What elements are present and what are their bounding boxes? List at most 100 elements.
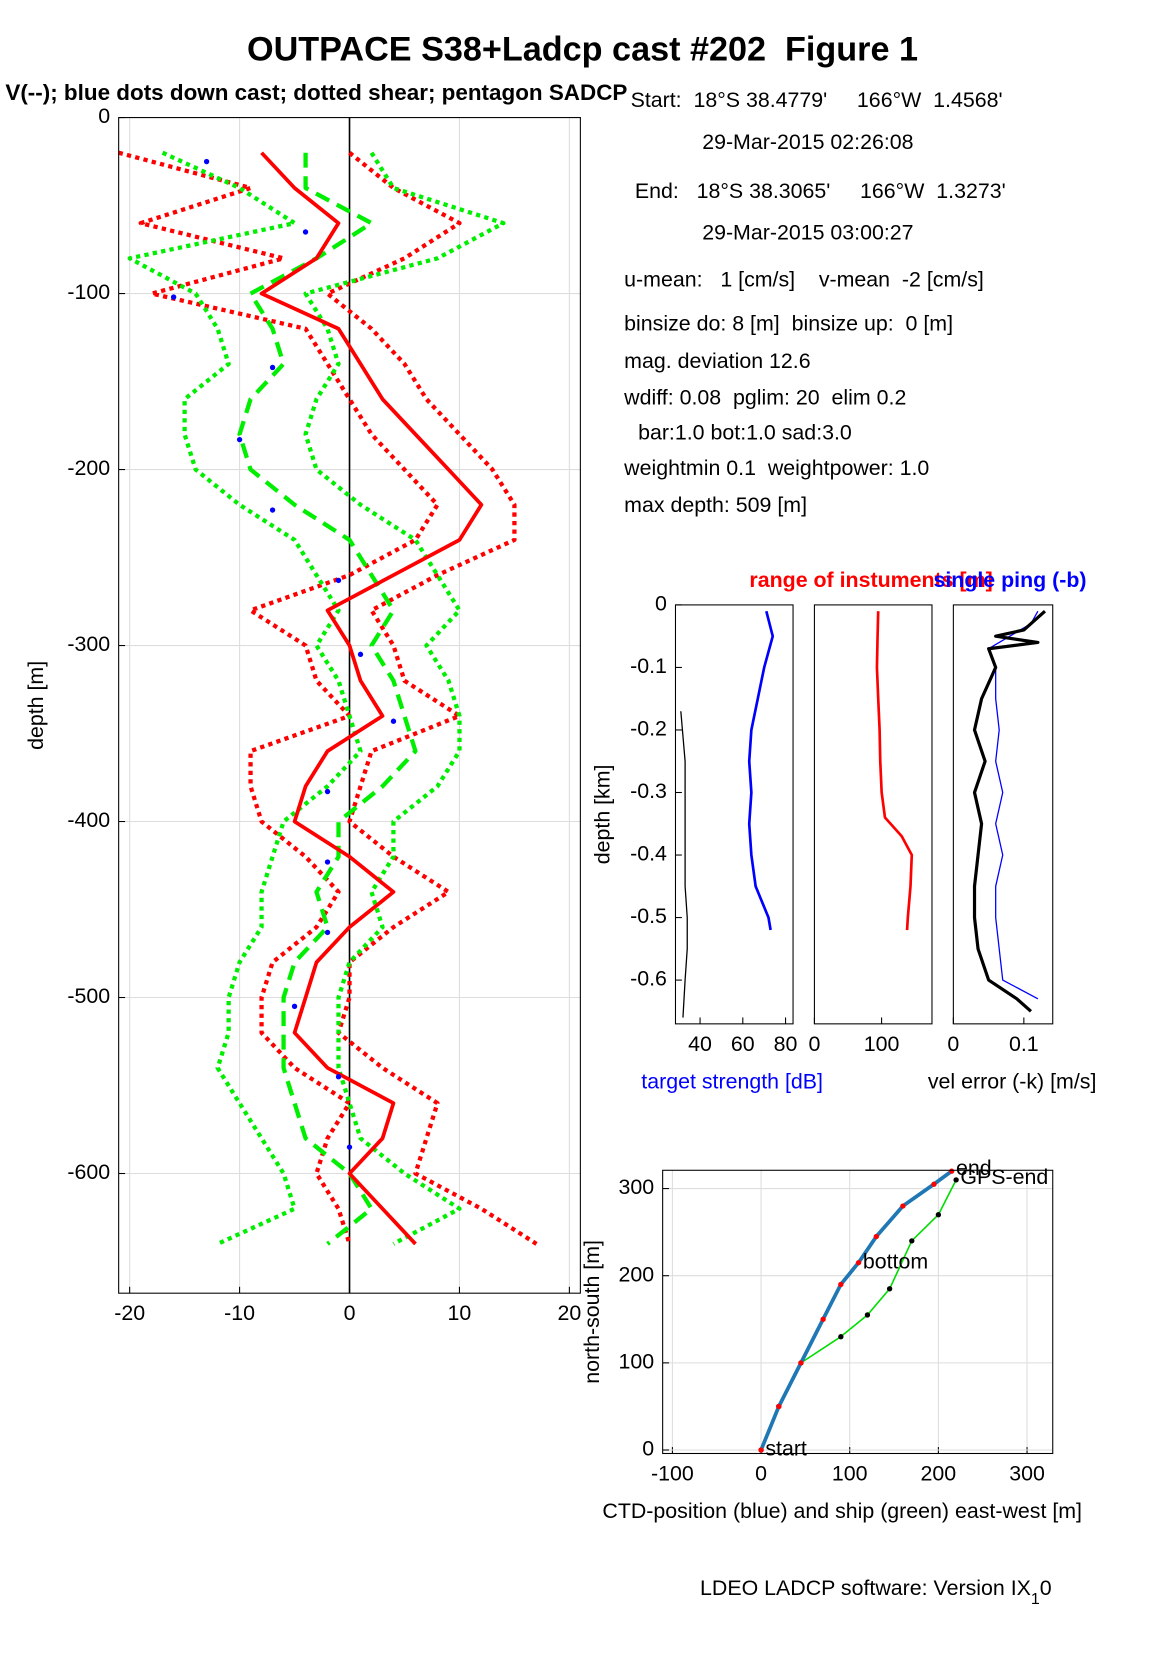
info-line: u-mean: 1 [cm/s] v-mean -2 [cm/s] (624, 268, 984, 292)
figure-title: OUTPACE S38+Ladcp cast #202 Figure 1 (247, 30, 918, 68)
dot (324, 929, 331, 936)
y-tick-label: 300 (618, 1175, 654, 1199)
annotation: bottom (863, 1249, 928, 1273)
marker (776, 1403, 782, 1410)
y-tick-label: 200 (618, 1262, 654, 1286)
dot (324, 859, 331, 865)
info-line: bar:1.0 bot:1.0 sad:3.0 (638, 421, 852, 445)
x-tick-label: 80 (774, 1032, 798, 1056)
panel-title: single ping (-b) (933, 568, 1086, 592)
x-tick-label: 100 (864, 1032, 900, 1056)
x-tick-label: 0.1 (1009, 1032, 1039, 1056)
dot (302, 229, 309, 235)
x-axis-label: CTD-position (blue) and ship (green) eas… (602, 1499, 1082, 1523)
x-tick-label: 300 (1009, 1462, 1045, 1486)
x-tick-label: -10 (224, 1301, 255, 1325)
marker (820, 1316, 826, 1322)
x-tick-label: 40 (688, 1032, 712, 1056)
footer-after: 0 (1040, 1576, 1052, 1600)
annotation: end (956, 1156, 992, 1180)
y-tick-label: -600 (67, 1160, 110, 1184)
series-line (303, 151, 506, 1246)
marker (909, 1238, 915, 1244)
marker (758, 1447, 764, 1453)
dot (335, 1074, 342, 1080)
series-line (127, 150, 363, 1246)
x-tick-label: 0 (947, 1032, 959, 1056)
y-tick-label: -0.2 (630, 717, 667, 741)
panel-title: range of instuments [m] (749, 568, 992, 592)
series-line (972, 610, 1047, 1013)
series-line (759, 1170, 953, 1451)
y-tick-label: -500 (67, 984, 110, 1008)
footer-text: LDEO LADCP software: Version IX (700, 1576, 1031, 1600)
x-tick-label: -100 (651, 1462, 694, 1486)
dot (269, 507, 276, 513)
y-axis-label: north-south [m] (580, 1240, 604, 1384)
y-tick-label: 0 (98, 104, 110, 128)
y-tick-label: -0.6 (630, 967, 667, 991)
axes-box (662, 1169, 1054, 1455)
x-tick-label: 0 (755, 1462, 767, 1486)
figure-subtitle: V(--); blue dots down cast; dotted shear… (5, 80, 627, 105)
y-axis-label: depth [km] (591, 765, 615, 865)
dot (269, 364, 276, 371)
x-tick-label: 60 (731, 1032, 755, 1056)
info-line: binsize do: 8 [m] binsize up: 0 [m] (624, 312, 953, 336)
info-line: weightmin 0.1 weightpower: 1.0 (623, 456, 929, 480)
y-tick-label: -0.1 (630, 654, 667, 678)
info-line: wdiff: 0.08 pglim: 20 elim 0.2 (623, 385, 906, 409)
axes-box (813, 604, 933, 1025)
dot (203, 158, 210, 165)
x-tick-label: 10 (448, 1301, 472, 1325)
x-tick-label: 20 (557, 1301, 581, 1325)
x-tick-label: 0 (344, 1301, 356, 1325)
info-line: End: 18°S 38.3065' 166°W 1.3273' (635, 179, 1006, 203)
series-line (237, 152, 418, 1246)
dot (291, 1003, 298, 1009)
dot (324, 788, 331, 795)
x-axis-label: vel error (-k) [m/s] (928, 1069, 1097, 1093)
marker (953, 1177, 959, 1183)
marker (886, 1286, 893, 1292)
marker (931, 1181, 937, 1187)
series-line (987, 610, 1039, 1000)
annotation: start (765, 1437, 807, 1461)
marker (935, 1212, 942, 1218)
dot (390, 718, 397, 724)
series-line (680, 711, 688, 1018)
info-line: Start: 18°S 38.4779' 166°W 1.4568' (631, 88, 1003, 112)
marker (900, 1203, 906, 1209)
y-tick-label: 0 (655, 592, 667, 616)
dot (335, 577, 342, 584)
x-tick-label: -20 (114, 1301, 145, 1325)
series-line (325, 151, 538, 1246)
x-tick-label: 0 (808, 1032, 820, 1056)
axes-box (674, 604, 794, 1025)
series-line (747, 610, 775, 931)
info-line: 29-Mar-2015 03:00:27 (702, 221, 913, 245)
y-tick-label: -0.3 (630, 779, 667, 803)
marker (838, 1334, 844, 1340)
x-tick-label: 200 (921, 1462, 957, 1486)
y-tick-label: -300 (67, 632, 110, 656)
y-tick-label: 100 (618, 1350, 654, 1374)
marker (838, 1281, 844, 1288)
dot (357, 651, 364, 658)
dot (170, 294, 177, 300)
series-line (118, 150, 440, 1245)
axes-box (118, 117, 581, 1294)
x-axis-label: target strength [dB] (641, 1069, 823, 1093)
y-tick-label: -0.5 (630, 904, 667, 928)
info-line: 29-Mar-2015 02:26:08 (702, 130, 913, 154)
marker (798, 1360, 804, 1366)
series-line (760, 1179, 957, 1451)
y-tick-label: -100 (67, 280, 110, 304)
y-tick-label: 0 (642, 1437, 654, 1461)
marker (873, 1233, 879, 1240)
y-axis-label: depth [m] (24, 661, 48, 750)
annotation: GPS-end (960, 1165, 1048, 1189)
y-tick-label: -0.4 (630, 842, 667, 866)
info-line: mag. deviation 12.6 (624, 349, 810, 373)
